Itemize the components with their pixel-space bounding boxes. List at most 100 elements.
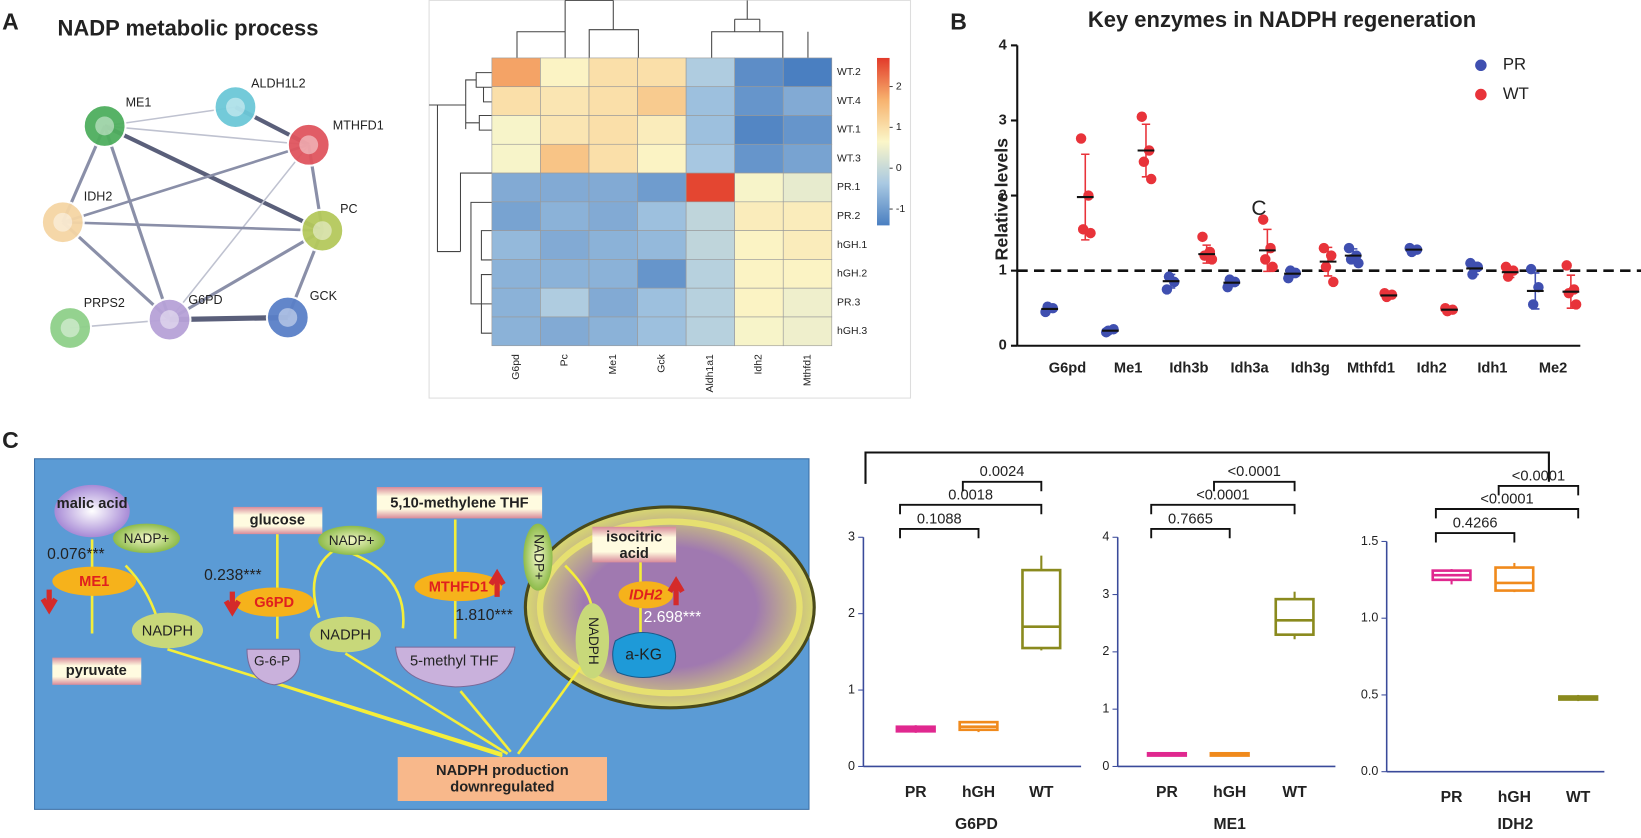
- heat-cell: [588, 259, 638, 289]
- p-value: 0.1088: [917, 511, 962, 527]
- enzyme-shape: [618, 581, 673, 609]
- data-point: [1502, 271, 1514, 282]
- node-label: G-6-P: [254, 653, 290, 668]
- heat-cell: [540, 230, 590, 260]
- heat-cell: [782, 230, 833, 260]
- x-tick-label: G6pd: [1049, 361, 1086, 377]
- data-point: [1525, 263, 1537, 275]
- y-tick-label: 2: [999, 187, 1007, 203]
- outcome-box: [397, 757, 608, 801]
- heat-cell: [782, 86, 833, 116]
- group-bracket: [864, 451, 1550, 484]
- node-label: NADP+: [124, 531, 170, 546]
- heat-cell: [491, 86, 541, 116]
- enzyme-shape: [52, 566, 137, 596]
- node-label: 5,10-methylene THF: [390, 496, 528, 512]
- heat-cell: [491, 57, 541, 88]
- heat-cell: [637, 316, 687, 347]
- enzyme-shape: [234, 587, 314, 617]
- y-tick-label: 1.0: [1361, 611, 1378, 625]
- data-point: [1533, 281, 1544, 293]
- significance-bracket: [1150, 527, 1231, 539]
- data-point: [1267, 261, 1278, 273]
- network-edge: [62, 220, 323, 232]
- data-point: [1260, 254, 1271, 265]
- y-tick-label: 3: [848, 530, 855, 544]
- x-tick-label: Idh3g: [1291, 361, 1330, 377]
- y-tick-label: 1.5: [1361, 534, 1378, 548]
- colorbar-tick-label: -1: [896, 204, 905, 215]
- colorbar: [877, 57, 890, 226]
- node-label: G6PD: [188, 293, 222, 307]
- data-point: [1320, 261, 1332, 273]
- box: [1021, 568, 1062, 650]
- data-point: [1353, 257, 1364, 269]
- data-point: [1161, 284, 1173, 295]
- heat-cell: [540, 86, 590, 116]
- heat-cell: [588, 201, 638, 231]
- network-nodes: ME1 ALDH1L2 MTHFD1 IDH2 PC PRPS2 G6PD GCK: [40, 76, 384, 350]
- data-point: [1083, 190, 1094, 201]
- chart-title: G6PD: [955, 816, 998, 833]
- heat-cell: [540, 316, 590, 347]
- heat-cell: [637, 86, 687, 116]
- heat-cell: [734, 86, 784, 116]
- heat-cell: [685, 86, 735, 116]
- fold-change: 0.238***: [204, 567, 262, 584]
- heat-cell: [782, 201, 833, 231]
- enzyme-label: MTHFD1: [429, 579, 488, 595]
- pathway-diagram: malic acid NADP+ 0.076*** ME1 pyruvate N…: [34, 458, 816, 810]
- node-label: IDH2: [84, 189, 113, 203]
- p-value: <0.0001: [1228, 464, 1281, 480]
- node-label: NADPH: [142, 623, 193, 639]
- heat-cell: [734, 201, 784, 231]
- row-dendrogram: [429, 72, 492, 334]
- heat-cell: [540, 115, 590, 145]
- heat-cell: [734, 316, 784, 347]
- heat-cell: [637, 172, 687, 203]
- heat-cell: [782, 287, 833, 318]
- network-edge: [104, 125, 309, 146]
- row-label: hGH.2: [837, 269, 867, 280]
- heat-cell: [685, 287, 735, 318]
- legend-label: PR: [1503, 55, 1526, 74]
- node-shape: [246, 648, 301, 686]
- heat-cell: [588, 143, 638, 174]
- network-edge: [103, 125, 172, 321]
- x-tick-label: Idh2: [1417, 361, 1447, 377]
- network-node: [40, 200, 85, 245]
- heat-cell: [588, 287, 638, 318]
- heat-cell: [782, 115, 833, 145]
- node-label: 5-methyl THF: [410, 654, 498, 670]
- heat-cell: [782, 172, 833, 203]
- y-tick-label: 4: [1102, 530, 1109, 544]
- heat-cell: [637, 201, 687, 231]
- data-point: [1328, 276, 1339, 288]
- node-label: isocitric acid: [606, 528, 662, 561]
- legend-marker: [1475, 59, 1487, 72]
- heat-cell: [540, 201, 590, 231]
- column-label: Aldh1a1: [705, 354, 716, 393]
- node-shape: [523, 523, 553, 591]
- node-shape: [52, 657, 142, 685]
- node-label: NADPH: [586, 617, 601, 665]
- node-label: malic acid: [57, 494, 128, 511]
- colorbar-tick-label: 2: [896, 81, 902, 92]
- enzyme-shape: [414, 571, 503, 602]
- heat-cell: [782, 316, 833, 347]
- node-label: ALDH1L2: [251, 76, 305, 90]
- network-edge: [103, 124, 324, 233]
- node-shape: [575, 603, 610, 679]
- heat-cell: [540, 172, 590, 203]
- data-point: [1343, 242, 1355, 254]
- column-label: Gck: [657, 353, 668, 372]
- column-dendrogram: [516, 0, 809, 58]
- enzyme-label: G6PD: [254, 595, 294, 611]
- x-tick-label: PR: [1441, 789, 1463, 806]
- y-tick-label: 0: [999, 338, 1007, 354]
- y-tick-label: 0: [1102, 759, 1109, 773]
- heat-cell: [734, 172, 784, 203]
- y-tick-label: 4: [999, 37, 1008, 53]
- data-point: [1145, 173, 1157, 185]
